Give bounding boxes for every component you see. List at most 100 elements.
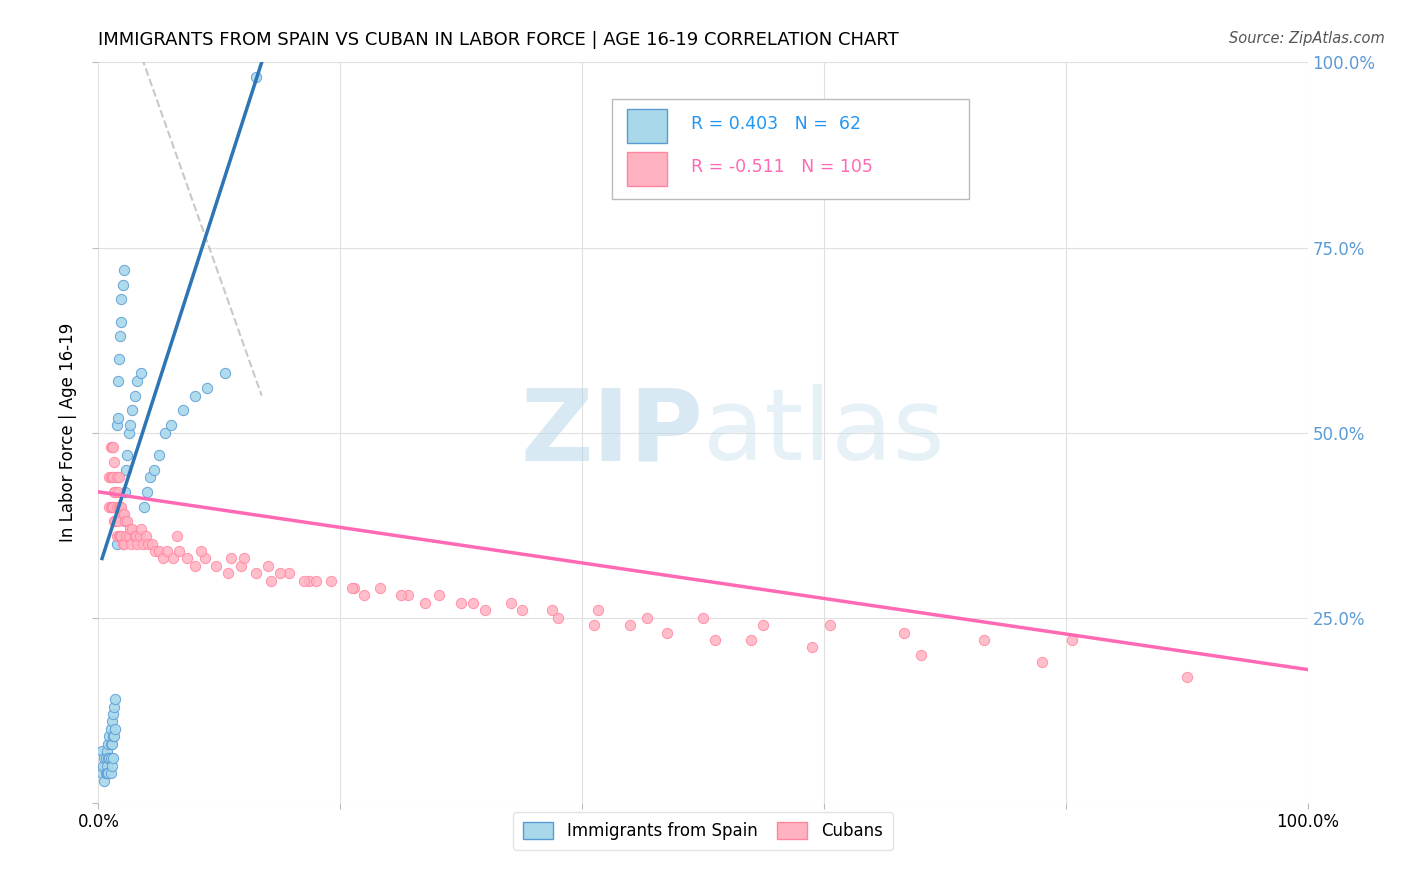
Point — [143, 544, 166, 558]
Point — [100, 737, 122, 751]
Point — [110, 529, 132, 543]
Point — [129, 367, 152, 381]
Point — [111, 536, 134, 550]
Point — [112, 507, 135, 521]
Point — [141, 536, 163, 550]
Point — [169, 544, 191, 558]
Point — [110, 293, 132, 307]
Point — [96, 766, 118, 780]
Point — [101, 500, 124, 514]
Point — [136, 536, 159, 550]
Point — [245, 566, 267, 581]
Point — [655, 625, 678, 640]
Point — [260, 574, 283, 588]
Point — [319, 574, 342, 588]
Point — [135, 529, 157, 543]
Text: R = -0.511   N = 105: R = -0.511 N = 105 — [690, 158, 873, 176]
Point — [107, 484, 129, 499]
Point — [94, 751, 117, 765]
Point — [221, 551, 243, 566]
Point — [184, 558, 207, 573]
Point — [463, 596, 485, 610]
Text: IMMIGRANTS FROM SPAIN VS CUBAN IN LABOR FORCE | AGE 16-19 CORRELATION CHART: IMMIGRANTS FROM SPAIN VS CUBAN IN LABOR … — [98, 31, 900, 49]
Point — [195, 381, 218, 395]
Point — [342, 581, 364, 595]
Point — [104, 515, 127, 529]
Point — [101, 706, 124, 721]
Point — [101, 751, 124, 765]
Point — [499, 596, 522, 610]
Point — [105, 470, 128, 484]
Point — [101, 729, 124, 743]
Point — [100, 714, 122, 729]
Point — [269, 566, 291, 581]
Point — [104, 484, 127, 499]
Point — [100, 470, 122, 484]
Point — [160, 418, 183, 433]
Point — [110, 314, 132, 328]
Point — [148, 448, 170, 462]
Point — [636, 610, 658, 624]
Point — [104, 722, 127, 736]
Point — [232, 551, 254, 566]
Point — [112, 262, 135, 277]
Point — [156, 544, 179, 558]
Point — [105, 536, 128, 550]
Point — [96, 744, 118, 758]
Point — [98, 751, 121, 765]
Point — [115, 462, 138, 476]
Point — [910, 648, 932, 662]
Point — [91, 744, 114, 758]
Point — [704, 632, 727, 647]
Point — [214, 367, 236, 381]
Point — [98, 470, 121, 484]
Point — [278, 566, 301, 581]
Point — [121, 403, 143, 417]
Point — [114, 484, 136, 499]
Point — [118, 418, 141, 433]
Point — [305, 574, 328, 588]
FancyBboxPatch shape — [627, 109, 666, 143]
Point — [139, 470, 162, 484]
Point — [105, 529, 128, 543]
Point — [100, 500, 122, 514]
Point — [100, 758, 122, 772]
Point — [100, 470, 122, 484]
Text: Source: ZipAtlas.com: Source: ZipAtlas.com — [1229, 31, 1385, 46]
Point — [104, 692, 127, 706]
Point — [117, 515, 139, 529]
Point — [800, 640, 823, 655]
Point — [127, 374, 149, 388]
Point — [973, 632, 995, 647]
Point — [818, 618, 841, 632]
Point — [125, 529, 148, 543]
Point — [108, 351, 131, 366]
Point — [107, 374, 129, 388]
Point — [396, 589, 419, 603]
Point — [121, 522, 143, 536]
Point — [103, 515, 125, 529]
Point — [101, 470, 124, 484]
FancyBboxPatch shape — [613, 99, 969, 200]
Point — [368, 581, 391, 595]
Point — [217, 566, 239, 581]
Point — [893, 625, 915, 640]
Point — [132, 536, 155, 550]
Point — [103, 729, 125, 743]
Point — [162, 551, 184, 566]
Point — [100, 500, 122, 514]
Point — [96, 758, 118, 772]
Point — [105, 418, 128, 433]
Point — [204, 558, 226, 573]
Point — [100, 441, 122, 455]
Point — [353, 589, 375, 603]
Text: ZIP: ZIP — [520, 384, 703, 481]
Point — [100, 722, 122, 736]
Point — [692, 610, 714, 624]
Point — [152, 551, 174, 566]
Point — [153, 425, 176, 440]
Point — [118, 425, 141, 440]
Point — [103, 699, 125, 714]
FancyBboxPatch shape — [627, 152, 666, 186]
Point — [413, 596, 436, 610]
